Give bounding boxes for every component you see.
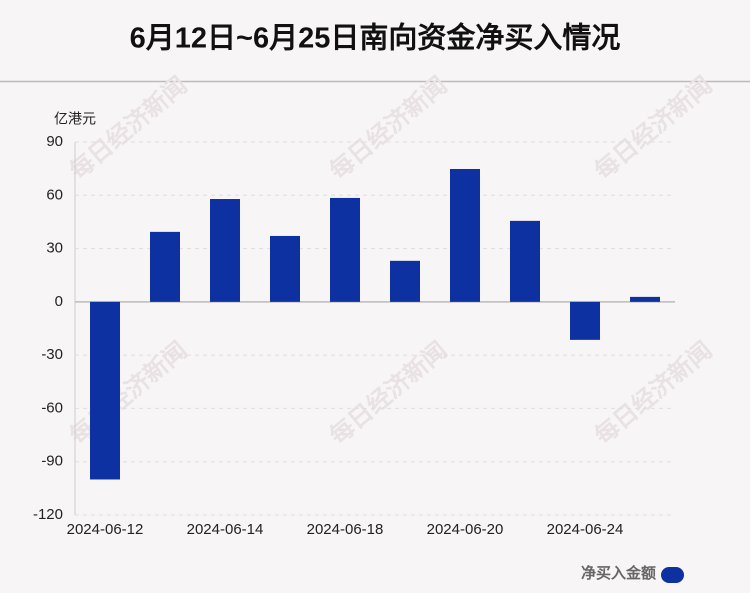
x-tick-label: 2024-06-24: [547, 521, 624, 538]
x-tick-label: 2024-06-20: [427, 521, 504, 538]
legend-label: 净买入金额: [581, 564, 656, 582]
y-tick-label: 90: [46, 133, 63, 150]
bar: [270, 235, 300, 302]
y-tick-label: -60: [41, 399, 63, 416]
chart-title: 6月12日~6月25日南向资金净买入情况: [130, 21, 621, 55]
y-tick-label: 0: [55, 293, 63, 310]
bar: [630, 296, 660, 302]
y-tick-label: -120: [33, 506, 63, 523]
y-tick-label: 30: [46, 240, 63, 257]
bar: [90, 301, 120, 480]
bar: [210, 199, 240, 302]
x-tick-label: 2024-06-12: [67, 521, 144, 538]
bar: [510, 220, 540, 302]
y-axis-unit: 亿港元: [54, 111, 96, 127]
bar: [570, 301, 600, 340]
x-tick-label: 2024-06-14: [187, 521, 264, 538]
bar: [330, 197, 360, 302]
bar: [450, 168, 480, 302]
y-tick-label: -90: [41, 453, 63, 470]
bar: [390, 260, 420, 302]
x-tick-label: 2024-06-18: [307, 521, 384, 538]
bar: [150, 231, 180, 302]
y-tick-label: -30: [41, 346, 63, 363]
y-tick-label: 60: [46, 186, 63, 203]
legend-swatch: [661, 567, 684, 583]
